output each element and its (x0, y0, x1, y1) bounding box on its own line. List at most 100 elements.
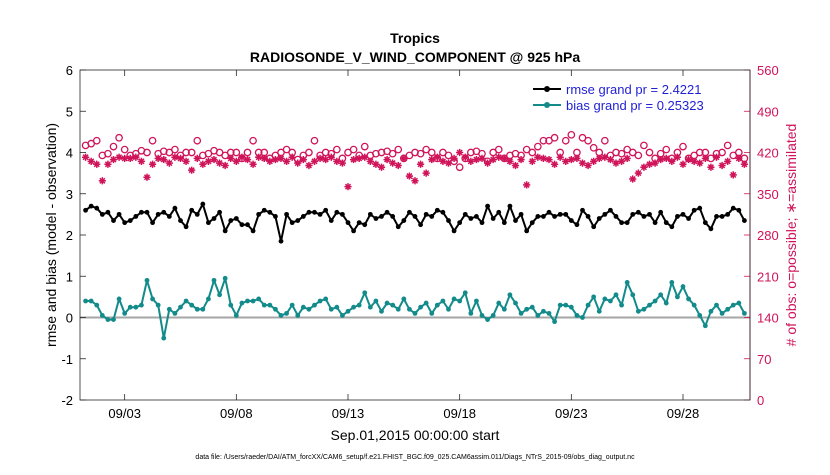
bias-point (401, 296, 407, 302)
rmse-point (200, 201, 206, 207)
obs-assimilated-point (735, 154, 743, 162)
obs-possible-point (394, 145, 403, 154)
obs-possible-point (310, 136, 319, 145)
y-tick-label: 3 (66, 187, 73, 202)
obs-assimilated-point (355, 154, 363, 162)
bias-point (395, 306, 401, 312)
obs-assimilated-point (629, 175, 637, 183)
obs-assimilated-point (634, 169, 642, 177)
obs-assimilated-point (383, 155, 391, 164)
rmse-point (222, 228, 228, 234)
bias-point (295, 313, 301, 318)
bias-point (479, 313, 485, 318)
obs-possible-point (360, 142, 369, 151)
obs-assimilated-point (182, 157, 190, 165)
bias-point (742, 310, 747, 316)
rmse-point (546, 209, 552, 215)
x-tick-label: 09/03 (108, 406, 141, 421)
bias-point (284, 310, 289, 316)
bias-point (591, 294, 597, 300)
bias-point (624, 280, 630, 285)
obs-assimilated-point (266, 157, 274, 165)
obs-assimilated-point (310, 157, 319, 165)
bias-point (691, 302, 697, 308)
bias-point (233, 313, 239, 318)
bias-point (250, 298, 256, 304)
rmse-point (680, 211, 686, 217)
rmse-point (490, 216, 496, 221)
bias-point (507, 292, 513, 298)
bias-point (139, 302, 144, 308)
obs-assimilated-point (617, 157, 626, 165)
bias-point (429, 310, 435, 316)
obs-assimilated-point (657, 155, 665, 164)
rmse-point (602, 211, 608, 217)
obs-possible-point (718, 148, 726, 157)
obs-possible-point (444, 151, 453, 160)
bias-point (356, 302, 362, 308)
bias-point (635, 308, 641, 314)
obs-assimilated-point (444, 159, 453, 167)
obs-assimilated-point (534, 153, 542, 161)
rmse-point (233, 216, 239, 221)
obs-assimilated-point (344, 183, 352, 191)
obs-assimilated-point (495, 153, 503, 161)
obs-possible-point (249, 136, 257, 145)
rmse-point (541, 214, 546, 219)
bias-point (714, 302, 719, 308)
rmse-point (742, 218, 747, 223)
rmse-point (524, 228, 530, 234)
rmse-point (412, 214, 418, 219)
obs-possible-point (349, 145, 358, 154)
rmse-point (228, 218, 234, 223)
rmse-point (485, 203, 490, 209)
obs-assimilated-point (121, 154, 129, 162)
obs-assimilated-point (740, 160, 749, 168)
rmse-point (669, 224, 675, 230)
bias-point (217, 292, 222, 298)
obs-assimilated-point (701, 154, 709, 162)
bias-point (697, 313, 703, 318)
bias-point (658, 292, 664, 298)
obs-assimilated-point (305, 161, 313, 170)
bias-point (501, 306, 507, 312)
rmse-point (367, 211, 373, 217)
bias-point (379, 308, 384, 314)
rmse-point (172, 205, 178, 211)
obs-possible-point (662, 145, 671, 154)
obs-assimilated-point (232, 157, 240, 165)
bias-point (630, 292, 636, 298)
rmse-point (362, 222, 368, 228)
rmse-point (183, 224, 189, 230)
obs-assimilated-point (188, 166, 196, 174)
y2-tick-label: 70 (757, 352, 771, 367)
obs-assimilated-point (238, 153, 246, 161)
rmse-point (736, 207, 742, 213)
y2-tick-label: 0 (757, 393, 764, 408)
rmse-point (111, 218, 116, 223)
obs-assimilated-point (377, 163, 386, 171)
obs-assimilated-point (176, 154, 185, 162)
rmse-point (608, 207, 613, 213)
bias-point (524, 306, 530, 312)
obs-assimilated-point (724, 157, 732, 165)
obs-assimilated-point (712, 153, 721, 161)
obs-assimilated-point (154, 154, 162, 162)
bias-point (256, 296, 262, 302)
obs-assimilated-point (729, 171, 737, 179)
obs-assimilated-point (673, 153, 682, 161)
rmse-point (563, 211, 569, 217)
obs-possible-point (182, 148, 190, 157)
obs-assimilated-point (461, 153, 469, 161)
rmse-point (144, 209, 150, 215)
obs-assimilated-point (210, 155, 218, 164)
rmse-point (122, 220, 128, 226)
obs-possible-point (494, 145, 503, 154)
obs-assimilated-point (478, 154, 486, 162)
bias-point (474, 298, 479, 304)
obs-assimilated-point (81, 153, 90, 161)
x-tick-label: 09/28 (667, 406, 700, 421)
rmse-point (116, 211, 122, 217)
obs-assimilated-point (467, 157, 475, 165)
bias-point (513, 300, 518, 306)
